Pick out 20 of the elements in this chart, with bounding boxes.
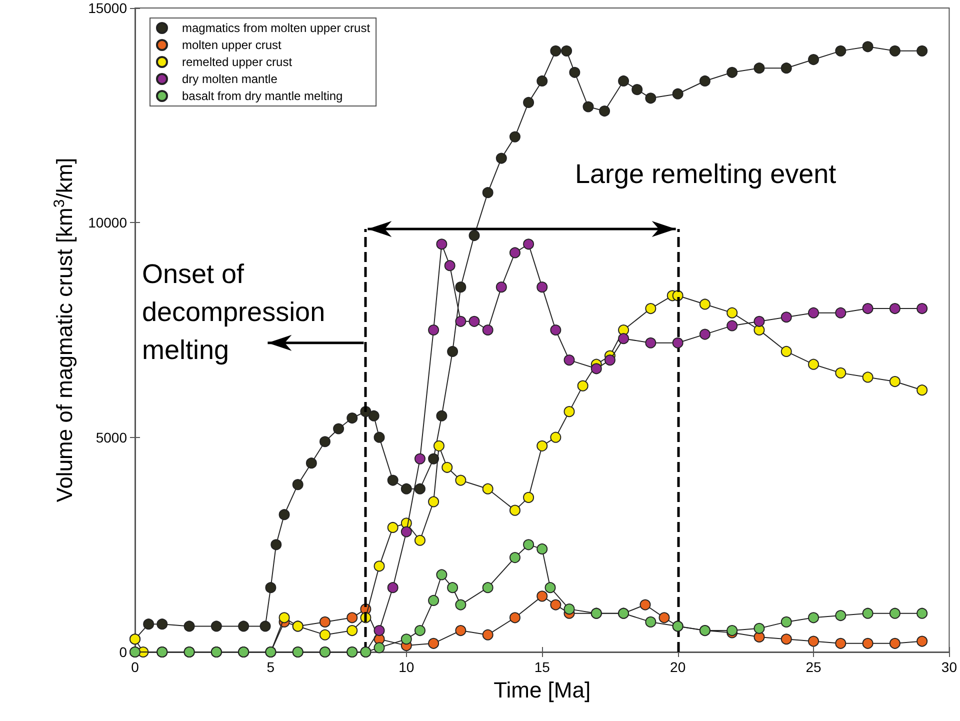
y-tick-label: 10000 (88, 214, 128, 231)
x-tick-label: 25 (806, 659, 822, 675)
annotation: Large remelting event (575, 159, 837, 189)
legend-label: remelted upper crust (182, 55, 293, 69)
x-tick-label: 0 (131, 659, 140, 675)
annotation: Onset of decompression melting (142, 259, 333, 365)
y-tick-label: 15000 (88, 0, 128, 16)
x-tick-label: 20 (670, 659, 686, 675)
y-tick-label: 5000 (96, 429, 128, 446)
x-tick-label: 10 (398, 659, 414, 675)
legend-label: dry molten mantle (182, 72, 278, 86)
x-axis-title: Time [Ma] (494, 677, 591, 702)
x-tick-label: 30 (941, 659, 958, 675)
y-axis-title: Volume of magmatic crust [km3/km] (51, 158, 77, 502)
legend-label: magmatics from molten upper crust (182, 21, 371, 35)
x-tick-label: 15 (534, 659, 550, 675)
legend-label: molten upper crust (182, 38, 282, 52)
legend-label: basalt from dry mantle melting (182, 89, 343, 103)
y-tick-label: 0 (119, 644, 128, 660)
x-tick-label: 5 (266, 659, 275, 675)
